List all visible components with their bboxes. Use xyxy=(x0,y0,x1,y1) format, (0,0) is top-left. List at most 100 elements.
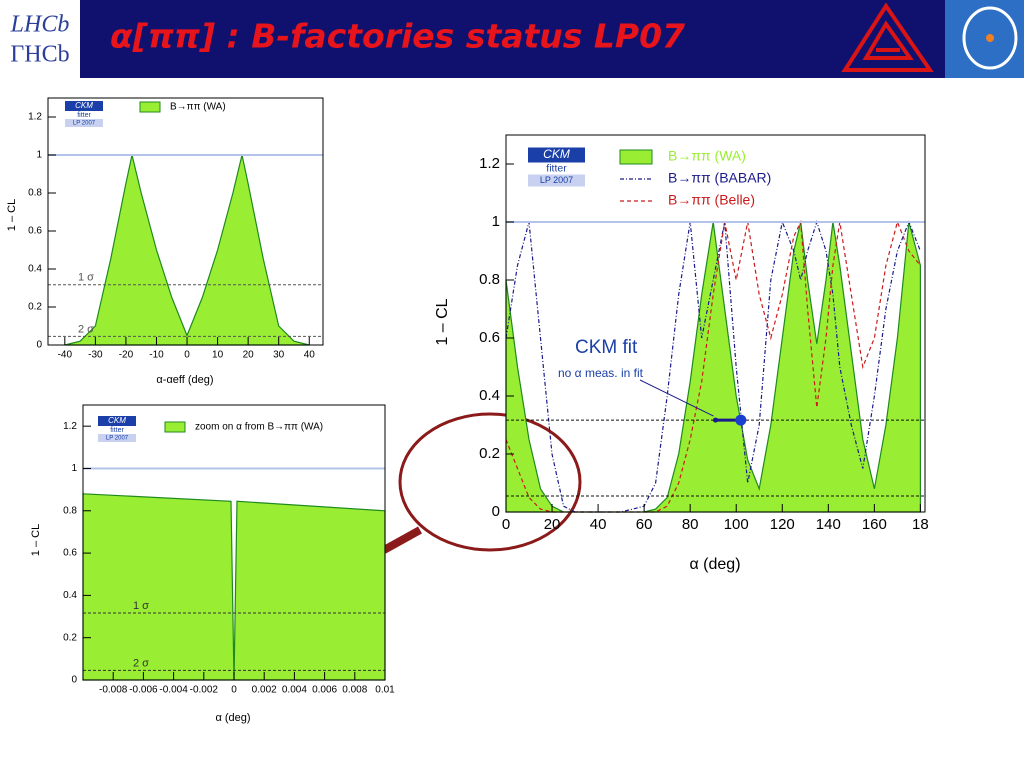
ip-logo-box xyxy=(945,0,1024,78)
y-tick-label: 0.2 xyxy=(479,445,500,462)
y-tick-label: 0.2 xyxy=(63,632,77,643)
x-tick-label: -20 xyxy=(119,350,134,361)
x-tick-label: 160 xyxy=(862,516,887,533)
logo-name: CKM xyxy=(108,416,126,425)
y-tick-label: 0 xyxy=(36,340,42,351)
area xyxy=(82,493,386,681)
annotation-arrow xyxy=(639,379,714,417)
x-tick-label: 18 xyxy=(912,516,929,533)
logo-text: ΓHCb xyxy=(10,42,69,68)
x-tick-label: -0.006 xyxy=(129,685,158,696)
x-axis-label: α (deg) xyxy=(215,712,250,724)
y-tick-label: 0.6 xyxy=(28,226,42,237)
x-tick-label: 0 xyxy=(502,516,510,533)
y-tick-label: 0.6 xyxy=(63,548,77,559)
x-tick-label: -0.008 xyxy=(99,685,128,696)
y-axis-label: 1 – CL xyxy=(30,524,42,556)
legend-label: zoom on α from B→ππ (WA) xyxy=(195,422,323,433)
slide-title: α[ππ] : B-factories status LP07 xyxy=(110,17,685,56)
x-tick-label: -40 xyxy=(58,350,73,361)
area xyxy=(64,154,310,346)
x-tick-label: -30 xyxy=(88,350,103,361)
x-tick-label: 0 xyxy=(231,685,237,696)
y-tick-label: 1.2 xyxy=(63,421,77,432)
logo-tag-box xyxy=(528,174,585,187)
logo-tag-box xyxy=(65,119,103,127)
x-tick-label: 0 xyxy=(184,350,190,361)
legend-label: B→ππ (WA) xyxy=(668,148,746,164)
legend-label: B→ππ (BABAR) xyxy=(668,170,771,186)
x-tick-label: 0.006 xyxy=(312,685,337,696)
y-tick-label: 0.8 xyxy=(28,188,42,199)
x-axis-label: α-αeff (deg) xyxy=(156,374,213,386)
x-tick-label: 40 xyxy=(304,350,316,361)
y-tick-label: 1 xyxy=(492,213,500,230)
y-tick-label: 0 xyxy=(71,675,77,686)
sigma-label: 2 σ xyxy=(133,657,149,669)
logo-box xyxy=(65,101,103,111)
sigma-label: 2 σ xyxy=(78,323,94,335)
y-tick-label: 0.4 xyxy=(479,387,500,404)
x-tick-label: 20 xyxy=(544,516,561,533)
zoom-ellipse xyxy=(398,412,582,552)
fit-low-marker xyxy=(713,417,718,423)
x-tick-label: 10 xyxy=(212,350,224,361)
y-tick-label: 0.4 xyxy=(63,590,77,601)
legend-swatch xyxy=(619,149,653,165)
y-tick-label: 1 xyxy=(71,463,77,474)
lhcb-logo-box xyxy=(0,0,80,78)
sigma-label: 1 σ xyxy=(133,600,149,612)
x-axis-label: α (deg) xyxy=(689,556,740,573)
logo-tag: LP 2007 xyxy=(73,121,96,127)
logo-box xyxy=(528,147,585,163)
logo-name: CKM xyxy=(543,147,570,161)
legend-swatch xyxy=(139,101,161,113)
y-tick-label: 0.4 xyxy=(28,264,42,275)
logo-text: LHCb xyxy=(10,12,70,38)
annotation-title: CKM fit xyxy=(575,337,638,358)
x-tick-label: 100 xyxy=(724,516,749,533)
ip-logo-dot xyxy=(986,34,994,42)
x-tick-label: -10 xyxy=(149,350,164,361)
triangle-logo xyxy=(841,2,934,72)
x-tick-label: 30 xyxy=(273,350,285,361)
x-tick-label: 120 xyxy=(770,516,795,533)
y-tick-label: 0.8 xyxy=(479,271,500,288)
y-tick-label: 1.2 xyxy=(28,112,42,123)
plot-frame xyxy=(505,134,926,513)
logo-box xyxy=(98,416,136,426)
ip-logo-ring xyxy=(962,6,1018,70)
logo-tag: LP 2007 xyxy=(106,436,129,442)
x-tick-label: 40 xyxy=(590,516,607,533)
logo-tag-box xyxy=(98,434,136,442)
y-tick-label: 0 xyxy=(492,503,500,520)
plot-frame xyxy=(47,97,324,346)
legend-label: B→ππ (WA) xyxy=(170,102,226,113)
logo-tag: LP 2007 xyxy=(540,175,573,185)
logo-sub: fitter xyxy=(546,162,567,174)
x-tick-label: 0.002 xyxy=(252,685,277,696)
x-tick-label: 20 xyxy=(243,350,255,361)
x-tick-label: 140 xyxy=(816,516,841,533)
legend-swatch xyxy=(164,421,186,433)
x-tick-label: -0.004 xyxy=(159,685,188,696)
header-bar xyxy=(0,0,1024,78)
x-tick-label: 0.004 xyxy=(282,685,307,696)
legend-label: B→ππ (Belle) xyxy=(668,192,755,208)
x-tick-label: 0.01 xyxy=(375,685,395,696)
y-tick-label: 0.6 xyxy=(479,329,500,346)
x-tick-label: -0.002 xyxy=(190,685,219,696)
lab-logo xyxy=(841,2,934,72)
zoom-connector xyxy=(382,526,422,554)
x-tick-label: 60 xyxy=(636,516,653,533)
y-tick-label: 0.8 xyxy=(63,505,77,516)
y-tick-label: 1 xyxy=(36,150,42,161)
fit-marker xyxy=(735,414,747,426)
logo-sub: fitter xyxy=(110,427,124,434)
logo-sub: fitter xyxy=(77,112,91,119)
y-tick-label: 0.2 xyxy=(28,302,42,313)
logo-name: CKM xyxy=(75,101,93,110)
x-tick-label: 80 xyxy=(682,516,699,533)
y-tick-label: 1.2 xyxy=(479,155,500,172)
